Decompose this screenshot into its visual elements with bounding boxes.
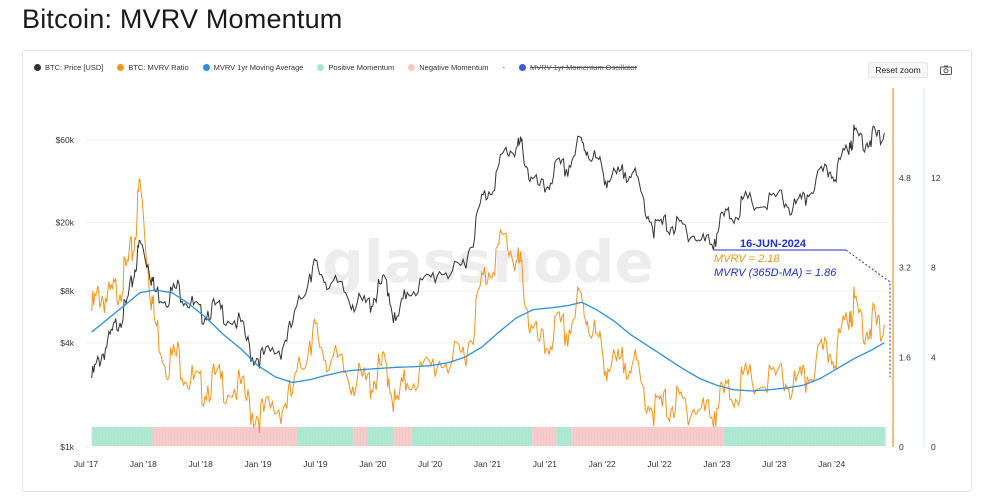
chart-card [22, 50, 972, 492]
legend-item-mvrv[interactable]: BTC: MVRV Ratio [117, 63, 189, 72]
legend-label-dash: - [502, 63, 505, 72]
legend-item-negative[interactable]: Negative Momentum [408, 63, 488, 72]
annotation-leader [845, 249, 891, 377]
legend-item-ma[interactable]: MVRV 1yr Moving Average [202, 63, 304, 72]
series-mvrv-line [91, 178, 885, 434]
x-tick-8: Jul '21 [533, 459, 558, 469]
x-tick-4: Jul '19 [303, 459, 328, 469]
momentum-segment-9 [571, 427, 724, 446]
legend-dot-price [34, 64, 41, 71]
x-tick-6: Jul '20 [418, 459, 443, 469]
y-left-tick-2: $8k [60, 286, 74, 296]
momentum-segment-4 [367, 427, 394, 446]
legend-dot-negative [408, 64, 416, 71]
x-tick-5: Jan '20 [359, 459, 386, 469]
x-tick-10: Jul '22 [647, 459, 672, 469]
momentum-segment-2 [297, 427, 354, 446]
momentum-segment-10 [723, 427, 886, 446]
legend-dot-positive [317, 64, 325, 71]
y-outer-tick-3: 12 [931, 173, 941, 183]
legend-item-dash: - [502, 63, 505, 72]
momentum-segment-6 [411, 427, 533, 446]
legend-label-mvrv: BTC: MVRV Ratio [128, 63, 189, 72]
y-left-tick-4: $60k [56, 135, 75, 145]
legend-dot-mvrv [117, 64, 125, 71]
momentum-band [85, 427, 888, 446]
momentum-segment-3 [353, 427, 368, 446]
watermark-text: glassnode [322, 228, 654, 296]
annotation-mvrv-ma: MVRV (365D-MA) = 1.86 [714, 267, 837, 279]
grid-lines [86, 139, 889, 448]
legend-label-negative: Negative Momentum [419, 63, 489, 72]
momentum-segment-5 [393, 427, 412, 446]
legend-dot-oscillator [518, 64, 526, 71]
annotation-mvrv: MVRV = 2.18 [714, 253, 780, 265]
page-title: Bitcoin: MVRV Momentum [22, 4, 343, 34]
y-outer-tick-2: 8 [931, 263, 936, 273]
legend-item-positive[interactable]: Positive Momentum [317, 63, 394, 72]
legend-label-oscillator: MVRV 1yr Momentum Oscillator [529, 63, 637, 72]
x-tick-7: Jan '21 [474, 459, 501, 469]
momentum-segment-7 [532, 427, 557, 446]
legend-label-ma: MVRV 1yr Moving Average [213, 63, 304, 72]
legend-item-oscillator[interactable]: MVRV 1yr Momentum Oscillator [518, 63, 637, 72]
x-tick-1: Jan '18 [130, 459, 157, 469]
momentum-segment-1 [152, 427, 298, 446]
y-outer-tick-0: 0 [931, 442, 936, 452]
momentum-segment-0 [91, 427, 153, 446]
y-left-tick-1: $4k [60, 338, 74, 348]
x-tick-3: Jan '19 [244, 459, 271, 469]
axis-layer: $1k $4k $8k $20k $60k 0 1.6 3.2 4.8 0 4 8 12 Jul '17 J… [56, 88, 941, 469]
y-left-tick-3: $20k [56, 217, 75, 227]
annotation-layer: 16-JUN-2024 MVRV = 2.18 MVRV (365D-MA) =… [714, 238, 891, 377]
legend-label-positive: Positive Momentum [328, 63, 395, 72]
y-inner-tick-0: 0 [899, 442, 904, 452]
reset-zoom-button[interactable]: Reset zoom [868, 62, 928, 78]
series-ma-line [91, 289, 885, 392]
x-tick-13: Jan '24 [818, 459, 845, 469]
legend-dot-ma [202, 64, 210, 71]
x-tick-12: Jul '23 [762, 459, 787, 469]
series-price-line [91, 124, 885, 379]
y-outer-tick-1: 4 [931, 352, 936, 362]
y-inner-tick-3: 4.8 [899, 173, 911, 183]
camera-icon[interactable] [940, 65, 952, 75]
annotation-date: 16-JUN-2024 [740, 238, 807, 250]
x-tick-11: Jan '23 [703, 459, 730, 469]
momentum-segment-8 [556, 427, 572, 446]
chart-legend: BTC: Price [USD] BTC: MVRV Ratio MVRV 1y… [34, 63, 637, 72]
legend-label-price: BTC: Price [USD] [45, 63, 104, 72]
series-layer [91, 124, 885, 434]
y-inner-tick-2: 3.2 [899, 263, 911, 273]
y-left-tick-0: $1k [60, 442, 74, 452]
y-inner-tick-1: 1.6 [899, 352, 911, 362]
x-tick-9: Jan '22 [589, 459, 616, 469]
legend-item-price[interactable]: BTC: Price [USD] [34, 63, 103, 72]
x-tick-0: Jul '17 [74, 459, 99, 469]
x-tick-2: Jul '18 [189, 459, 214, 469]
